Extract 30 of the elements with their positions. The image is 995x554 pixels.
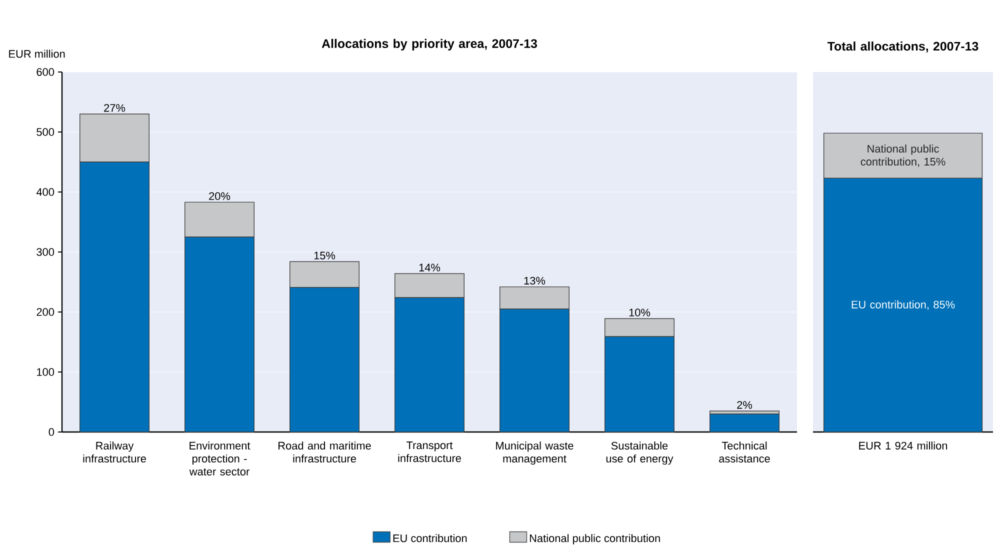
annotation: 20% bbox=[209, 192, 230, 200]
y-tick-label: 200 bbox=[36, 308, 54, 316]
annotation: National public contribution, 15% bbox=[860, 144, 946, 167]
chart-title: Allocations by priority area, 2007-13 bbox=[322, 38, 538, 50]
x-tick-label: Technical assistance bbox=[719, 442, 770, 463]
x-tick-label: Sustainable use of energy bbox=[606, 442, 674, 465]
y-tick-label: 100 bbox=[37, 368, 54, 376]
annotation: 15% bbox=[314, 252, 336, 260]
x-tick-label: Railway infrastructure bbox=[83, 442, 146, 463]
x-tick-label: Environment protection - water sector bbox=[189, 442, 250, 476]
x-tick-label: EUR 1 924 million bbox=[859, 442, 948, 450]
y-tick-label: 400 bbox=[36, 188, 54, 196]
y-tick-label: 0 bbox=[48, 428, 54, 436]
legend-label: EU contribution bbox=[393, 534, 467, 542]
y-tick-label: 500 bbox=[36, 128, 54, 136]
annotation: 14% bbox=[419, 264, 440, 272]
bar bbox=[710, 414, 780, 432]
annotation: 2% bbox=[737, 401, 752, 409]
y-tick-label: 600 bbox=[36, 68, 54, 76]
y-tick-label: 300 bbox=[36, 248, 54, 256]
annotation: EU contribution, 85% bbox=[852, 300, 955, 310]
x-tick-label: Municipal waste management bbox=[496, 442, 574, 465]
y-axis-title: EUR million bbox=[9, 50, 65, 58]
legend-label: National public contribution bbox=[530, 534, 660, 544]
annotation: 13% bbox=[524, 276, 546, 285]
annotation: 10% bbox=[629, 308, 650, 316]
x-tick-label: Road and maritime infrastructure bbox=[278, 442, 371, 463]
x-tick-label: Transport infrastructure bbox=[398, 442, 461, 462]
annotation: 27% bbox=[104, 104, 126, 112]
chart-title: Total allocations, 2007-13 bbox=[827, 42, 978, 52]
